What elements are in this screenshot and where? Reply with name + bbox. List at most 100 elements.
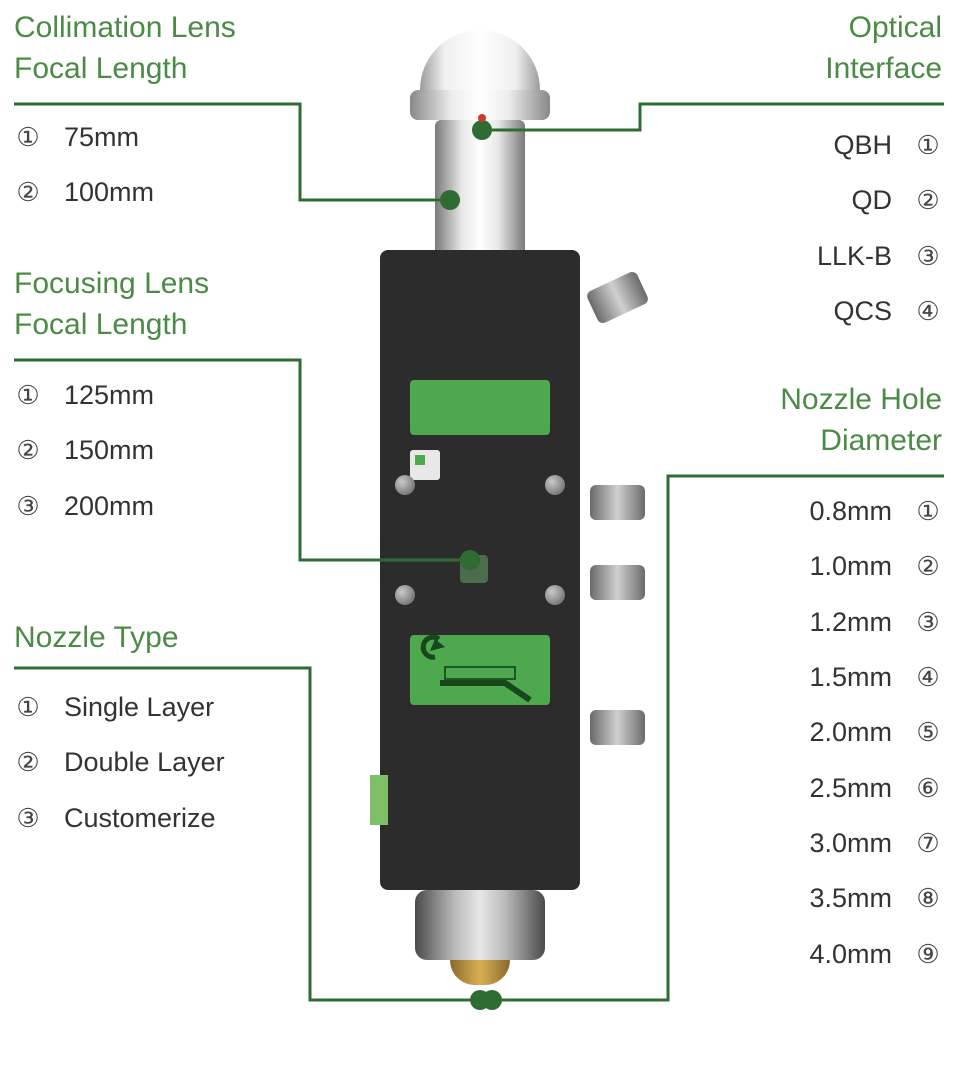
item-value: 1.5mm bbox=[809, 650, 892, 705]
side-fitting-icon bbox=[590, 485, 645, 520]
item-value: QD bbox=[852, 173, 893, 228]
product-neck bbox=[435, 120, 525, 260]
item-value: 100mm bbox=[64, 165, 154, 220]
list-item: ① 125mm bbox=[14, 368, 154, 423]
heading-nozzle-hole: Nozzle Hole Diameter bbox=[780, 380, 942, 461]
list-item: ④ 1.5mm bbox=[809, 650, 942, 705]
items-optical: ① QBH ② QD ③ LLK-B ④ QCS bbox=[817, 118, 942, 339]
heading-line: Focal Length bbox=[14, 305, 209, 346]
item-value: Single Layer bbox=[64, 680, 214, 735]
list-item: ① QBH bbox=[817, 118, 942, 173]
item-marker: ④ bbox=[914, 285, 942, 338]
heading-line: Collimation Lens bbox=[14, 8, 236, 49]
item-marker: ① bbox=[14, 681, 42, 734]
item-marker: ② bbox=[14, 424, 42, 477]
item-marker: ③ bbox=[914, 596, 942, 649]
item-marker: ① bbox=[914, 119, 942, 172]
list-item: ③ 1.2mm bbox=[809, 595, 942, 650]
item-marker: ⑤ bbox=[914, 706, 942, 759]
item-value: LLK-B bbox=[817, 229, 892, 284]
item-value: QBH bbox=[833, 118, 892, 173]
list-item: ② QD bbox=[817, 173, 942, 228]
item-value: 4.0mm bbox=[809, 927, 892, 982]
items-nozzle-type: ① Single Layer ② Double Layer ③ Customerize bbox=[14, 680, 225, 846]
side-fitting-icon bbox=[585, 270, 650, 325]
item-value: 75mm bbox=[64, 110, 139, 165]
item-marker: ⑧ bbox=[914, 872, 942, 925]
list-item: ② 100mm bbox=[14, 165, 154, 220]
list-item: ② 1.0mm bbox=[809, 539, 942, 594]
heading-line: Nozzle Hole bbox=[780, 380, 942, 421]
item-value: 150mm bbox=[64, 423, 154, 478]
items-focusing: ① 125mm ② 150mm ③ 200mm bbox=[14, 368, 154, 534]
item-value: 125mm bbox=[64, 368, 154, 423]
item-marker: ④ bbox=[914, 651, 942, 704]
item-marker: ① bbox=[914, 485, 942, 538]
nozzle-tip bbox=[450, 960, 510, 985]
item-value: 1.0mm bbox=[809, 539, 892, 594]
item-marker: ③ bbox=[914, 230, 942, 283]
heading-collimation: Collimation Lens Focal Length bbox=[14, 8, 236, 89]
list-item: ① Single Layer bbox=[14, 680, 225, 735]
item-marker: ③ bbox=[14, 792, 42, 845]
rivet-icon bbox=[545, 585, 565, 605]
list-item: ⑥ 2.5mm bbox=[809, 761, 942, 816]
nozzle-collar bbox=[415, 890, 545, 960]
heading-optical: Optical Interface bbox=[825, 8, 942, 89]
list-item: ⑤ 2.0mm bbox=[809, 705, 942, 760]
item-marker: ② bbox=[914, 174, 942, 227]
logo-mark bbox=[415, 455, 425, 465]
item-marker: ① bbox=[14, 369, 42, 422]
heading-line: Interface bbox=[825, 49, 942, 90]
item-marker: ⑥ bbox=[914, 762, 942, 815]
center-knob bbox=[460, 555, 488, 583]
heading-line: Nozzle Type bbox=[14, 618, 179, 659]
gas-elbow-icon bbox=[370, 775, 388, 825]
heading-focusing: Focusing Lens Focal Length bbox=[14, 264, 209, 345]
item-value: Customerize bbox=[64, 791, 216, 846]
item-marker: ③ bbox=[14, 480, 42, 533]
heading-line: Focal Length bbox=[14, 49, 236, 90]
item-value: QCS bbox=[833, 284, 892, 339]
list-item: ③ Customerize bbox=[14, 791, 225, 846]
item-marker: ② bbox=[914, 540, 942, 593]
green-panel-top bbox=[410, 380, 550, 435]
item-marker: ② bbox=[14, 736, 42, 789]
rivet-icon bbox=[395, 475, 415, 495]
item-marker: ⑦ bbox=[914, 817, 942, 870]
list-item: ⑨ 4.0mm bbox=[809, 927, 942, 982]
rivet-icon bbox=[545, 475, 565, 495]
green-panel-bottom bbox=[410, 635, 550, 705]
side-fitting-icon bbox=[590, 710, 645, 745]
list-item: ① 0.8mm bbox=[809, 484, 942, 539]
items-nozzle-hole: ① 0.8mm ② 1.0mm ③ 1.2mm ④ 1.5mm ⑤ 2.0mm ⑥ 2.5mm ⑦ 3.0… bbox=[809, 484, 942, 982]
items-collimation: ① 75mm ② 100mm bbox=[14, 110, 154, 221]
item-value: 2.0mm bbox=[809, 705, 892, 760]
item-marker: ⑨ bbox=[914, 928, 942, 981]
heading-line: Optical bbox=[825, 8, 942, 49]
list-item: ③ LLK-B bbox=[817, 229, 942, 284]
item-value: 2.5mm bbox=[809, 761, 892, 816]
item-value: Double Layer bbox=[64, 735, 225, 790]
item-value: 0.8mm bbox=[809, 484, 892, 539]
item-value: 3.0mm bbox=[809, 816, 892, 871]
list-item: ③ 200mm bbox=[14, 479, 154, 534]
item-marker: ② bbox=[14, 166, 42, 219]
item-value: 1.2mm bbox=[809, 595, 892, 650]
product-cap bbox=[420, 30, 540, 120]
item-value: 3.5mm bbox=[809, 871, 892, 926]
list-item: ⑦ 3.0mm bbox=[809, 816, 942, 871]
list-item: ② Double Layer bbox=[14, 735, 225, 790]
list-item: ⑧ 3.5mm bbox=[809, 871, 942, 926]
product-illustration bbox=[340, 30, 620, 1020]
heading-line: Focusing Lens bbox=[14, 264, 209, 305]
heading-nozzle-type: Nozzle Type bbox=[14, 618, 179, 659]
heading-line: Diameter bbox=[780, 421, 942, 462]
list-item: ① 75mm bbox=[14, 110, 154, 165]
item-value: 200mm bbox=[64, 479, 154, 534]
item-marker: ① bbox=[14, 111, 42, 164]
list-item: ④ QCS bbox=[817, 284, 942, 339]
side-fitting-icon bbox=[590, 565, 645, 600]
rivet-icon bbox=[395, 585, 415, 605]
list-item: ② 150mm bbox=[14, 423, 154, 478]
